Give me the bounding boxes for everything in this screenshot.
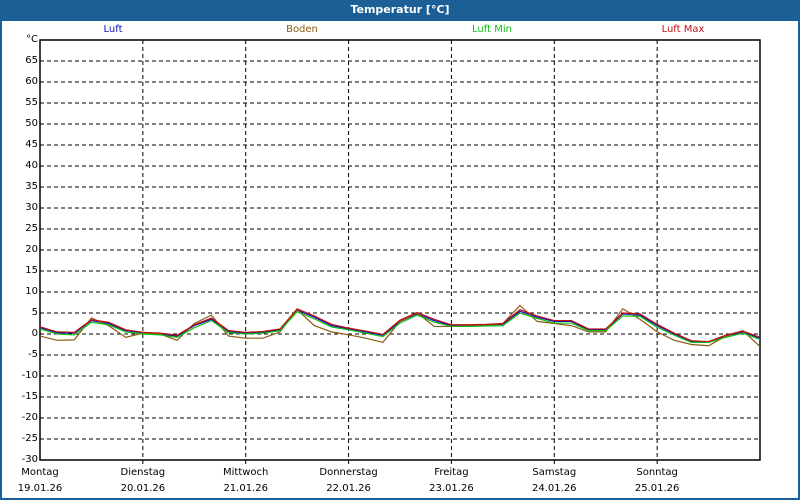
y-tick-label: 10: [25, 286, 38, 297]
legend-item: Luft Max: [661, 24, 705, 35]
y-tick-label: 65: [25, 55, 38, 66]
x-tick-label: Donnerstag 22.01.26: [319, 467, 378, 494]
y-tick-label: 40: [25, 160, 38, 171]
chart-panel: Luft Boden Luft Min Luft Max °C 65 60 55 50 45 40…: [2, 21, 798, 498]
series-line-boden: [39, 304, 761, 348]
y-tick-label: 45: [25, 139, 38, 150]
y-tick-label: 50: [25, 118, 38, 129]
chart-title: Temperatur [°C]: [350, 3, 450, 16]
x-tick-label: Dienstag 20.01.26: [120, 467, 166, 494]
y-tick-label: 35: [25, 181, 38, 192]
y-tick-label: -10: [21, 370, 38, 381]
y-tick-label: -25: [21, 433, 38, 444]
legend-item: Luft: [103, 24, 123, 35]
plot-border: [39, 39, 761, 461]
y-tick-label: 15: [25, 265, 38, 276]
series-line-luft: [39, 309, 761, 344]
y-tick-label: 20: [25, 244, 38, 255]
x-tick-label: Montag 19.01.26: [17, 467, 63, 494]
y-tick-label: 0: [31, 328, 38, 339]
y-tick-label: -5: [28, 349, 38, 360]
plot-area: [39, 39, 761, 465]
x-tick-label: Mittwoch 21.01.26: [223, 467, 269, 494]
y-tick-label: 55: [25, 97, 38, 108]
y-tick-label: -15: [21, 391, 38, 402]
series-line-luft-min: [39, 311, 761, 343]
legend-item: Boden: [286, 24, 318, 35]
y-tick-label: 30: [25, 202, 38, 213]
x-tick-label: Freitag 23.01.26: [429, 467, 474, 494]
y-tick-label: -20: [21, 412, 38, 423]
y-tick-label: 5: [31, 307, 38, 318]
legend-item: Luft Min: [472, 24, 512, 35]
y-tick-label: -30: [21, 454, 38, 465]
x-tick-label: Sonntag 25.01.26: [634, 467, 680, 494]
y-tick-label: 25: [25, 223, 38, 234]
y-unit-label: °C: [26, 34, 38, 45]
x-tick-label: Samstag 24.01.26: [532, 467, 577, 494]
y-tick-label: 60: [25, 76, 38, 87]
series-line-luft-max: [39, 308, 761, 343]
